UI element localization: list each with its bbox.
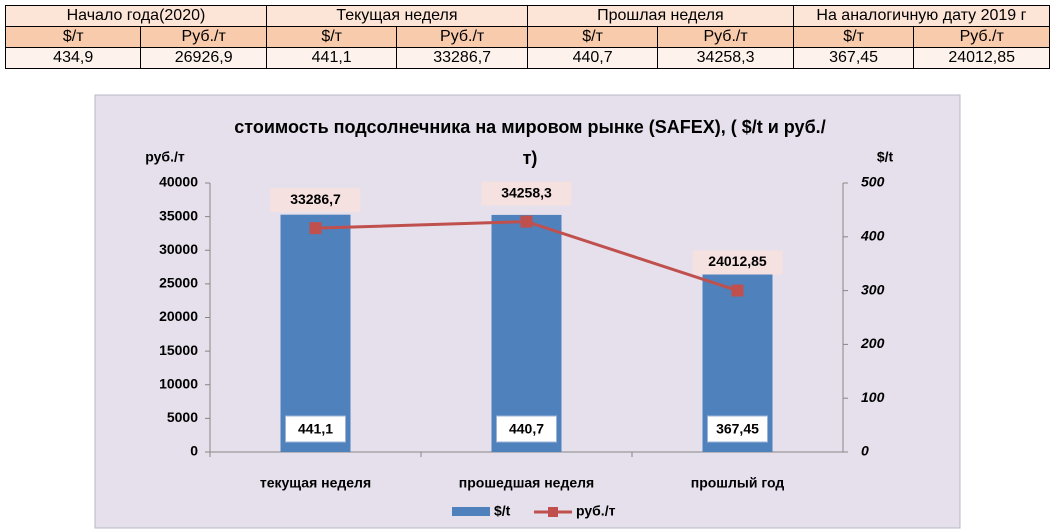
bar-label-box	[707, 415, 768, 443]
y2-tick-label: 500	[861, 174, 885, 190]
y2-axis-label: $/t	[877, 149, 894, 165]
line-label-box	[270, 188, 361, 213]
table-cell: Прошлая неделя	[526, 5, 794, 27]
chart-title: стоимость подсолнечника на мировом рынке…	[234, 117, 826, 168]
y2-tick-label: 400	[860, 228, 885, 244]
table-cell: Начало года(2020)	[5, 5, 267, 27]
table-cell: 440,7	[526, 47, 659, 69]
y-tick-label: 0	[190, 443, 198, 459]
line-label: 34258,3	[501, 184, 552, 200]
legend-marker	[548, 507, 558, 517]
y2-tick-label: 300	[861, 281, 885, 297]
y-tick-label: 40000	[159, 174, 198, 190]
x-tick-label: прошлый год	[691, 475, 785, 491]
line-marker	[731, 284, 744, 297]
line-marker	[520, 215, 533, 228]
y-tick-label: 20000	[159, 308, 198, 324]
table-cell: 26926,9	[140, 47, 267, 69]
bar-label-box	[285, 415, 346, 443]
y-tick-label: 30000	[159, 241, 198, 257]
table-cell: Руб./т	[140, 26, 267, 48]
table-cell: Текущая неделя	[265, 5, 528, 27]
y-tick-label: 10000	[159, 375, 198, 391]
bar-label: 441,1	[298, 421, 333, 437]
legend-swatch	[452, 507, 490, 516]
table-cell: 34258,3	[657, 47, 794, 69]
table-cell: $/т	[526, 26, 659, 48]
line-label-box	[481, 181, 572, 206]
table-cell: $/т	[4, 26, 142, 48]
y-tick-label: 5000	[167, 409, 198, 425]
x-tick-label: текущая неделя	[260, 475, 371, 491]
table-cell: Руб./т	[657, 26, 794, 48]
y-tick-label: 35000	[159, 207, 198, 223]
line-marker	[309, 222, 322, 235]
table-cell: 441,1	[265, 47, 398, 69]
bar	[280, 214, 351, 452]
y2-tick-label: 100	[861, 389, 885, 405]
table-cell: $/т	[792, 26, 915, 48]
bar	[491, 214, 562, 452]
y2-tick-label: 0	[861, 443, 869, 459]
table-cell: 24012,85	[913, 47, 1050, 69]
table-row: 434,9 26926,9 441,1 33286,7 440,7 34258,3 367,…	[4, 47, 1050, 69]
y2-tick-label: 200	[860, 335, 885, 351]
price-table: Начало года(2020) Текущая неделя Прошлая н…	[4, 5, 1050, 69]
bar-label: 367,45	[716, 421, 759, 437]
table-cell: 434,9	[4, 47, 142, 69]
legend-label: руб./т	[576, 503, 616, 519]
line-label: 33286,7	[290, 191, 341, 207]
y-axis-label: руб./т	[145, 149, 185, 165]
x-tick-label: прошедшая неделя	[459, 475, 594, 491]
line-label: 24012,85	[708, 253, 767, 269]
table-cell: 33286,7	[396, 47, 528, 69]
legend-label: $/t	[494, 503, 511, 519]
y-tick-label: 25000	[159, 275, 198, 291]
table-cell: 367,45	[792, 47, 915, 69]
table-row: Начало года(2020) Текущая неделя Прошлая н…	[5, 5, 1050, 27]
bar-label-box	[496, 415, 557, 443]
y-tick-label: 15000	[159, 342, 198, 358]
line-label-box	[692, 250, 783, 275]
table-cell: $/т	[265, 26, 398, 48]
bar-label: 440,7	[509, 421, 544, 437]
